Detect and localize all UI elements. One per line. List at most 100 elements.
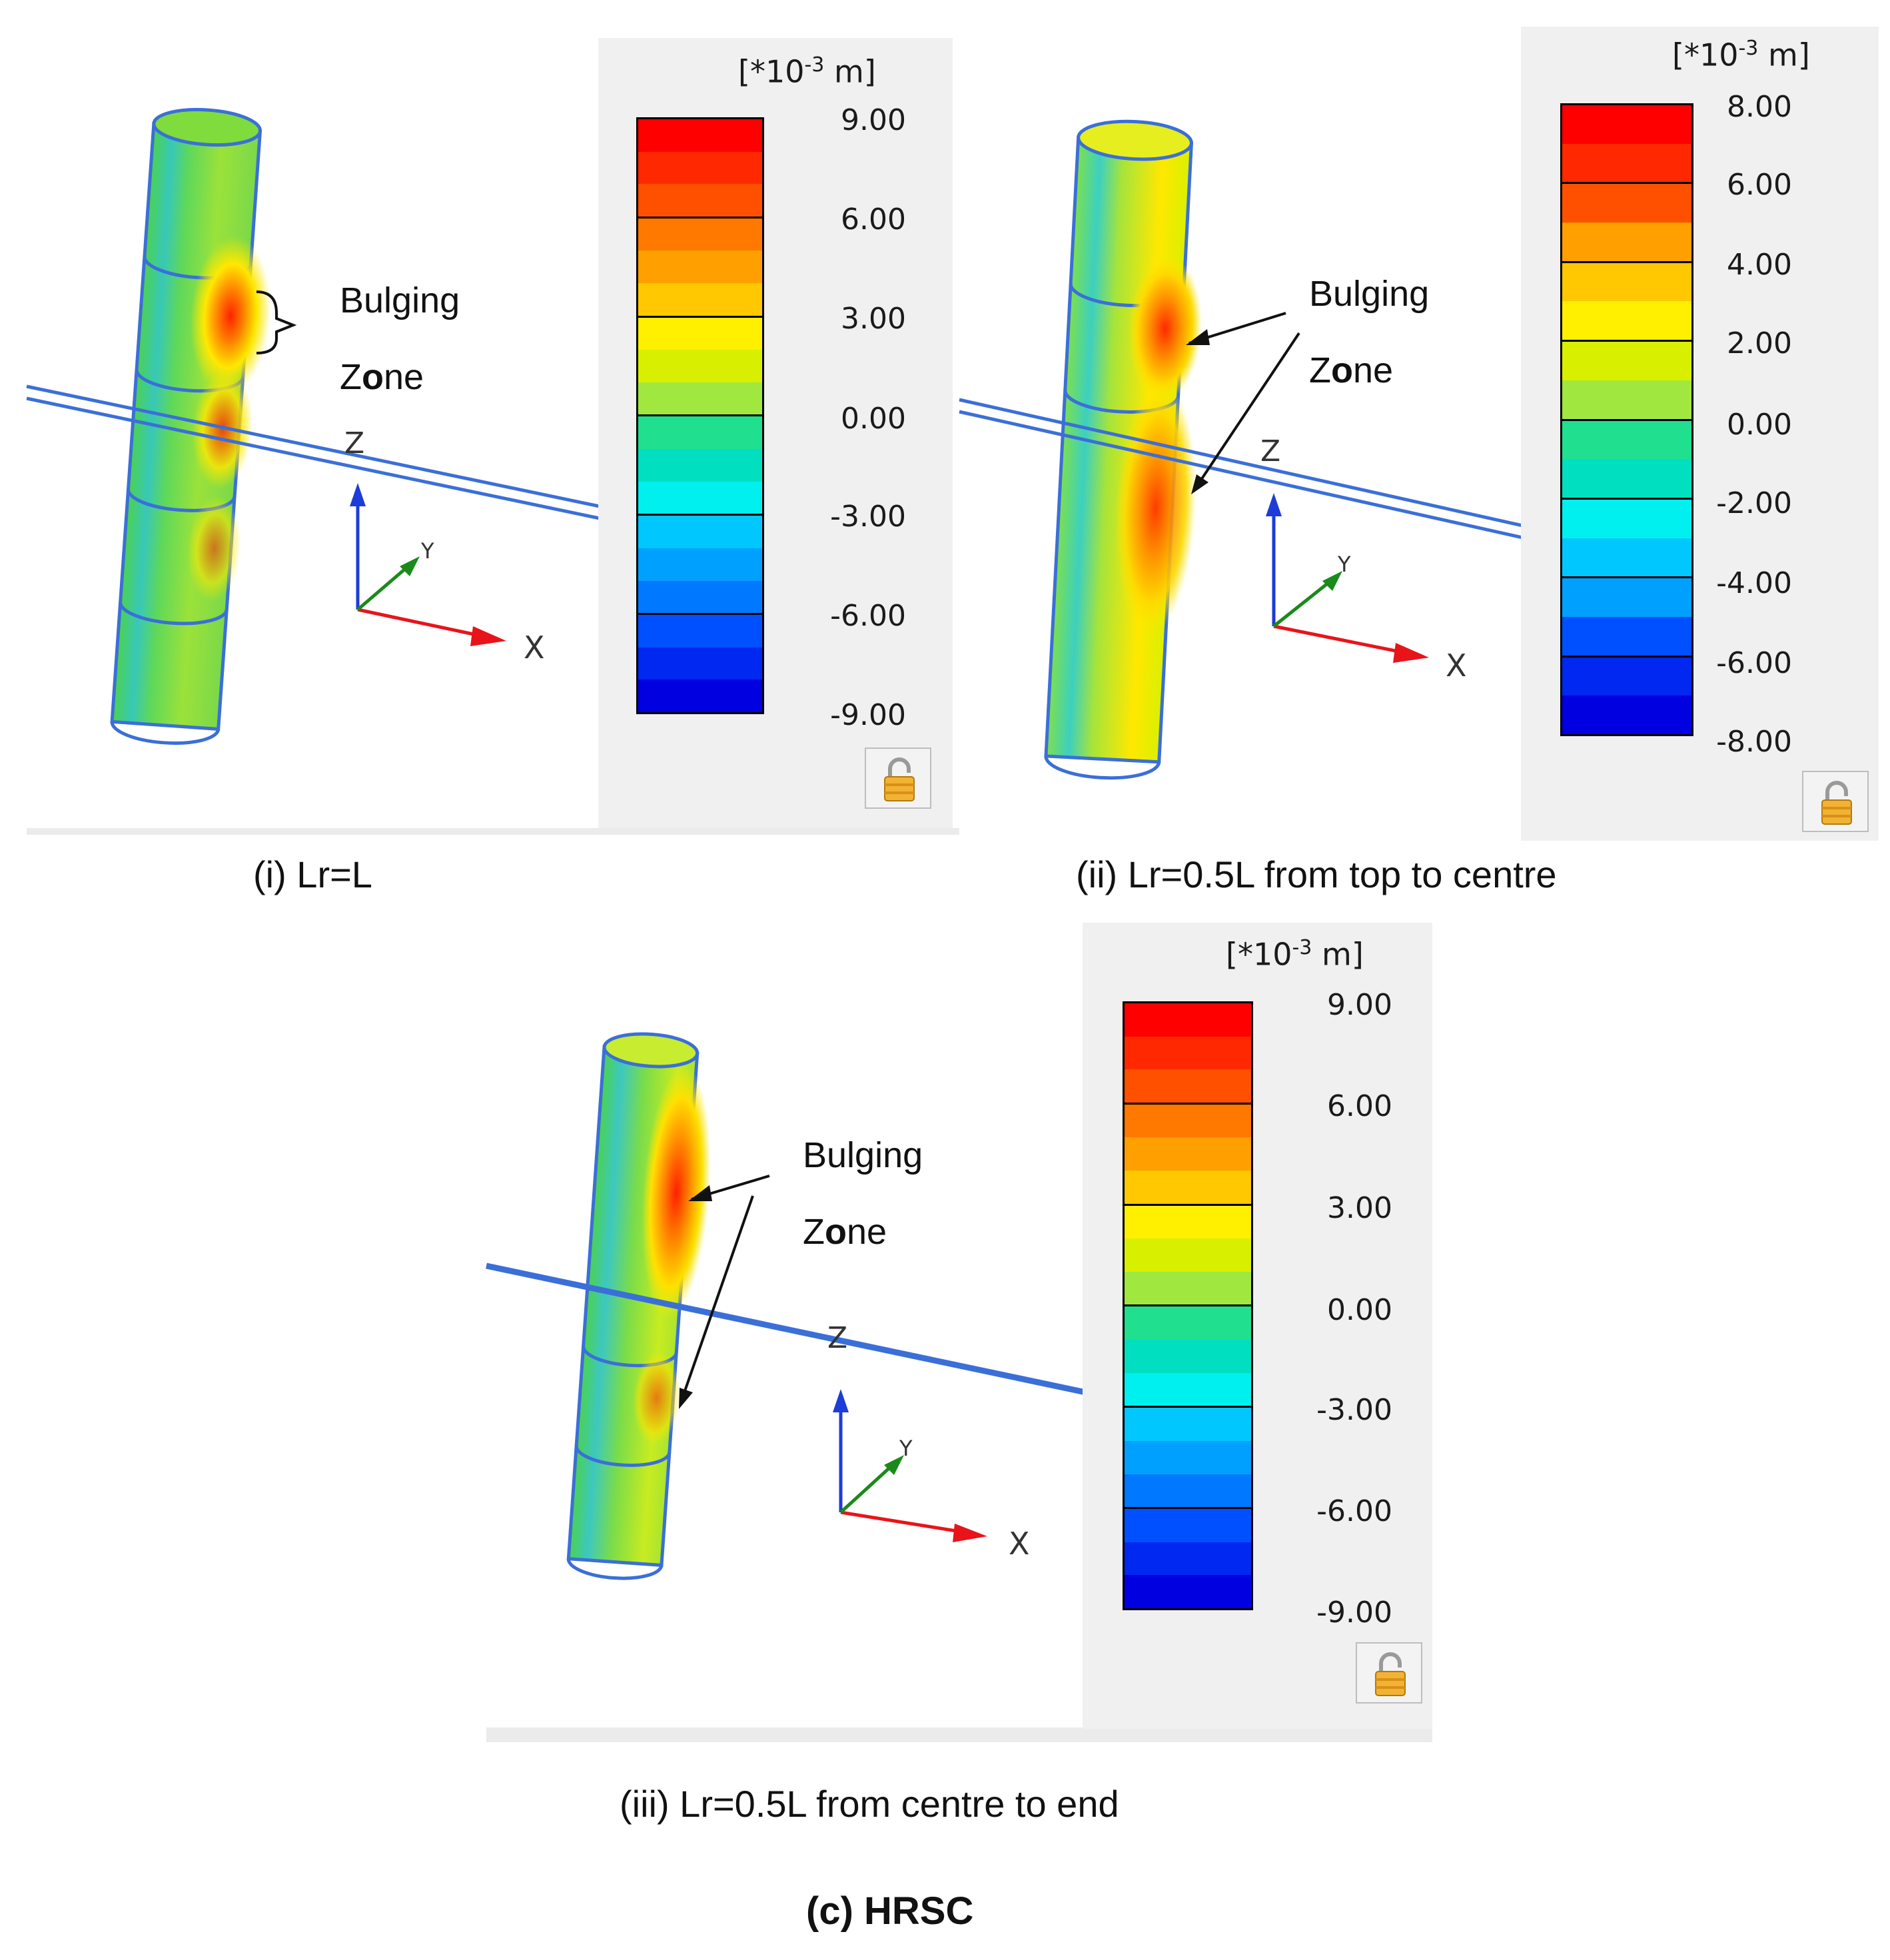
color-band	[638, 350, 762, 382]
color-band	[1125, 1003, 1251, 1037]
legend-tick: 3.00	[1327, 1191, 1392, 1225]
legend-tick: -9.00	[830, 698, 906, 732]
legend-tick: -6.00	[1316, 1494, 1392, 1528]
panel-ii: Z Y X Bulging Zone [*10-3 m] 8.00 6.00 4…	[959, 0, 1890, 853]
color-band	[1562, 380, 1691, 419]
color-band	[638, 548, 762, 581]
color-band	[638, 449, 762, 482]
axis-x-label: X	[1446, 648, 1467, 684]
color-band	[638, 184, 762, 217]
bracket-marker	[256, 290, 297, 354]
caption-iii: (iii) Lr=0.5L from centre to end	[620, 1783, 1119, 1825]
annotation-bulging: Bulging	[340, 280, 460, 320]
annotation-bulging: Bulging	[803, 1135, 923, 1175]
legend-tick: 9.00	[1327, 988, 1392, 1022]
legend-tick: 4.00	[1727, 248, 1792, 282]
legend-unit: [*10-3 m]	[1672, 37, 1810, 73]
color-band	[1562, 260, 1691, 302]
color-band	[638, 216, 762, 251]
axis-y-label: Y	[899, 1436, 913, 1461]
panel-i: Z Y X Bulging Zone [*10-3 m] 9.00 6.00 3…	[0, 0, 959, 839]
color-band	[1562, 301, 1691, 340]
color-band	[1562, 340, 1691, 380]
color-band	[638, 514, 762, 548]
legend-tick: -3.00	[830, 500, 906, 534]
viewport-floor	[27, 828, 959, 835]
padlock-icon[interactable]	[1802, 771, 1869, 832]
color-band	[1125, 1340, 1251, 1373]
figure-title: (c) HRSC	[806, 1889, 974, 1933]
color-band	[1562, 418, 1691, 460]
color-band	[1562, 696, 1691, 734]
column-model	[26, 108, 600, 745]
axes-triad	[1266, 493, 1429, 663]
color-band	[1125, 1440, 1251, 1474]
color-band	[1125, 1406, 1251, 1441]
color-band	[638, 119, 762, 152]
color-band	[1125, 1372, 1251, 1406]
annotation-zone: Zone	[803, 1212, 887, 1252]
color-band	[1562, 143, 1691, 183]
padlock-icon[interactable]	[865, 747, 931, 809]
column-body	[566, 1032, 711, 1580]
caption-i: (i) Lr=L	[253, 853, 372, 895]
color-band	[638, 680, 762, 712]
column-body	[1044, 119, 1202, 780]
color-band	[1125, 1304, 1251, 1340]
color-band	[1562, 459, 1691, 498]
axis-y-label: Y	[1338, 552, 1351, 577]
annotation-zone: Zone	[340, 357, 424, 397]
color-band	[1562, 223, 1691, 261]
color-band	[638, 250, 762, 284]
legend-tick: -3.00	[1316, 1393, 1392, 1427]
color-band	[1125, 1036, 1251, 1070]
color-scale-bar	[1123, 1001, 1253, 1610]
color-band	[638, 580, 762, 614]
color-scale-bar	[1560, 103, 1693, 736]
padlock-icon[interactable]	[1356, 1642, 1422, 1704]
color-band	[1562, 655, 1691, 696]
color-band	[1562, 182, 1691, 223]
legend-tick: -2.00	[1716, 486, 1792, 520]
column-model	[959, 119, 1526, 780]
color-band	[1562, 538, 1691, 577]
axes-triad	[350, 483, 506, 646]
color-band	[1125, 1203, 1251, 1239]
legend-tick: 6.00	[1727, 168, 1792, 202]
color-band	[1125, 1137, 1251, 1171]
color-scale-bar	[636, 117, 764, 714]
color-band	[1125, 1271, 1251, 1305]
legend-tick: 0.00	[1327, 1293, 1392, 1327]
color-band	[1125, 1171, 1251, 1204]
legend-tick: 6.00	[841, 203, 906, 237]
color-band	[638, 647, 762, 680]
color-band	[638, 283, 762, 316]
legend-tick: 0.00	[841, 402, 906, 436]
axis-z-label: Z	[1260, 434, 1281, 468]
panel-iii: Z Y X Bulging Zone [*10-3 m] 9.00 6.00 3…	[486, 923, 1432, 1749]
color-band	[638, 315, 762, 350]
legend-tick: -6.00	[830, 599, 906, 633]
legend-tick: -6.00	[1716, 646, 1792, 680]
color-band	[1125, 1507, 1251, 1542]
legend-unit: [*10-3 m]	[1226, 936, 1364, 973]
axis-z-label: Z	[344, 426, 365, 460]
viewport-floor	[486, 1727, 1432, 1742]
color-band	[1125, 1069, 1251, 1103]
color-band	[1125, 1575, 1251, 1608]
color-band	[638, 382, 762, 415]
legend-tick: 9.00	[841, 103, 906, 137]
color-band	[1562, 497, 1691, 538]
color-band	[638, 151, 762, 185]
legend-tick: 8.00	[1727, 90, 1792, 124]
axis-z-label: Z	[827, 1321, 848, 1355]
legend-tick: -8.00	[1716, 725, 1792, 759]
color-band	[1562, 105, 1691, 144]
color-band	[1125, 1474, 1251, 1508]
color-band	[1125, 1542, 1251, 1576]
annotation-bulging: Bulging	[1309, 274, 1430, 314]
legend-tick: 2.00	[1727, 326, 1792, 360]
column-model	[486, 1032, 1087, 1580]
legend-unit: [*10-3 m]	[738, 53, 876, 90]
legend-tick: 3.00	[841, 302, 906, 336]
